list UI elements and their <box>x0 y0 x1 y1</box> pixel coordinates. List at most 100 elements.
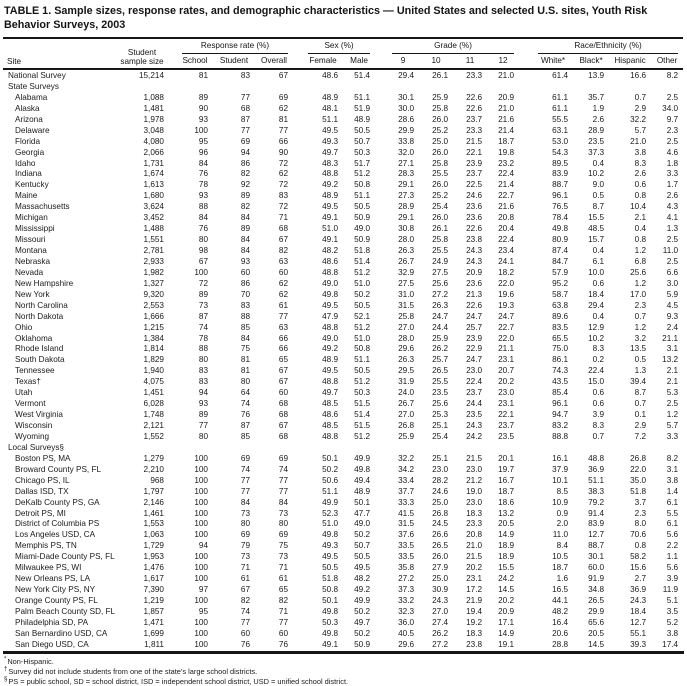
value-cell: 31.9 <box>387 377 419 388</box>
value-cell: 21.2 <box>453 476 487 487</box>
column-gap <box>293 465 303 476</box>
value-cell: 84 <box>213 498 255 509</box>
value-cell: 33.3 <box>387 498 419 509</box>
column-gap <box>519 169 533 180</box>
value-cell: 76 <box>213 640 255 651</box>
value-cell: 17.1 <box>487 618 519 629</box>
value-cell: 78 <box>177 334 213 345</box>
value-cell: 100 <box>177 574 213 585</box>
value-cell: 84 <box>255 498 293 509</box>
value-cell: 33.5 <box>387 541 419 552</box>
value-cell: 69 <box>255 530 293 541</box>
value-cell: 20.5 <box>573 629 609 640</box>
value-cell: 49.0 <box>303 334 343 345</box>
column-gap <box>293 104 303 115</box>
value-cell: 100 <box>177 126 213 137</box>
value-cell: 77 <box>255 126 293 137</box>
value-cell: 89 <box>177 93 213 104</box>
site-label: Milwaukee PS, WI <box>3 563 115 574</box>
column-gap <box>375 585 387 596</box>
column-gap <box>169 69 177 82</box>
column-gap <box>519 312 533 323</box>
value-cell: 23.8 <box>453 640 487 651</box>
value-cell: 19.2 <box>453 618 487 629</box>
value-cell: 16.4 <box>533 618 573 629</box>
value-cell: 50.3 <box>303 618 343 629</box>
col-header-student: Student <box>213 54 255 70</box>
value-cell: 5.9 <box>651 290 683 301</box>
value-cell: 48.8 <box>303 432 343 443</box>
column-gap <box>519 640 533 651</box>
column-gap <box>375 235 387 246</box>
site-label: Boston PS, MA <box>3 454 115 465</box>
column-gap <box>169 487 177 498</box>
value-cell: 0.7 <box>609 93 651 104</box>
value-cell: 93 <box>177 191 213 202</box>
column-gap <box>519 399 533 410</box>
value-cell: 3.3 <box>651 432 683 443</box>
value-cell: 83.9 <box>573 519 609 530</box>
value-cell: 51.2 <box>343 169 375 180</box>
column-gap <box>375 202 387 213</box>
value-cell: 30.0 <box>387 104 419 115</box>
value-cell: 49.8 <box>303 629 343 640</box>
column-gap <box>375 607 387 618</box>
value-cell: 18.2 <box>487 268 519 279</box>
value-cell: 2.9 <box>609 104 651 115</box>
value-cell: 50.1 <box>303 596 343 607</box>
value-cell: 49.5 <box>303 301 343 312</box>
value-cell: 5.2 <box>651 618 683 629</box>
value-cell: 3,048 <box>115 126 169 137</box>
value-cell: 31.5 <box>387 519 419 530</box>
value-cell: 27.5 <box>387 279 419 290</box>
value-cell: 25.7 <box>419 355 453 366</box>
column-gap <box>169 246 177 257</box>
value-cell: 15.5 <box>573 213 609 224</box>
value-cell: 100 <box>177 530 213 541</box>
value-cell: 25.2 <box>419 126 453 137</box>
value-cell: 61 <box>255 301 293 312</box>
column-gap <box>519 115 533 126</box>
value-cell: 88.8 <box>533 432 573 443</box>
value-cell: 32.2 <box>387 454 419 465</box>
value-cell: 64 <box>213 388 255 399</box>
value-cell: 1,797 <box>115 487 169 498</box>
value-cell: 30.1 <box>387 93 419 104</box>
value-cell: 26.2 <box>419 344 453 355</box>
value-cell: 76 <box>213 410 255 421</box>
col-header-grade-11: 11 <box>453 54 487 70</box>
value-cell: 50.5 <box>343 202 375 213</box>
value-cell: 20.9 <box>487 607 519 618</box>
value-cell: 77 <box>255 487 293 498</box>
value-cell: 49.0 <box>343 519 375 530</box>
value-cell: 1,461 <box>115 509 169 520</box>
value-cell: 48.8 <box>303 377 343 388</box>
value-cell: 14.5 <box>487 585 519 596</box>
value-cell: 9.3 <box>651 312 683 323</box>
column-gap <box>169 399 177 410</box>
value-cell: 17.2 <box>453 585 487 596</box>
value-cell: 53.0 <box>533 137 573 148</box>
value-cell: 25.9 <box>419 93 453 104</box>
value-cell: 50.7 <box>343 137 375 148</box>
value-cell: 48.9 <box>343 115 375 126</box>
value-cell: 48.3 <box>303 159 343 170</box>
value-cell: 49.5 <box>343 563 375 574</box>
column-gap <box>169 93 177 104</box>
value-cell: 10.2 <box>573 334 609 345</box>
value-cell: 29.9 <box>573 607 609 618</box>
value-cell: 27.9 <box>419 563 453 574</box>
site-label: Broward County PS, FL <box>3 465 115 476</box>
column-gap <box>293 596 303 607</box>
value-cell: 18.4 <box>573 290 609 301</box>
column-gap <box>519 629 533 640</box>
value-cell: 48.2 <box>303 246 343 257</box>
value-cell: 72 <box>255 180 293 191</box>
table-bottom-rule <box>3 651 684 654</box>
column-gap <box>375 290 387 301</box>
column-gap <box>375 312 387 323</box>
